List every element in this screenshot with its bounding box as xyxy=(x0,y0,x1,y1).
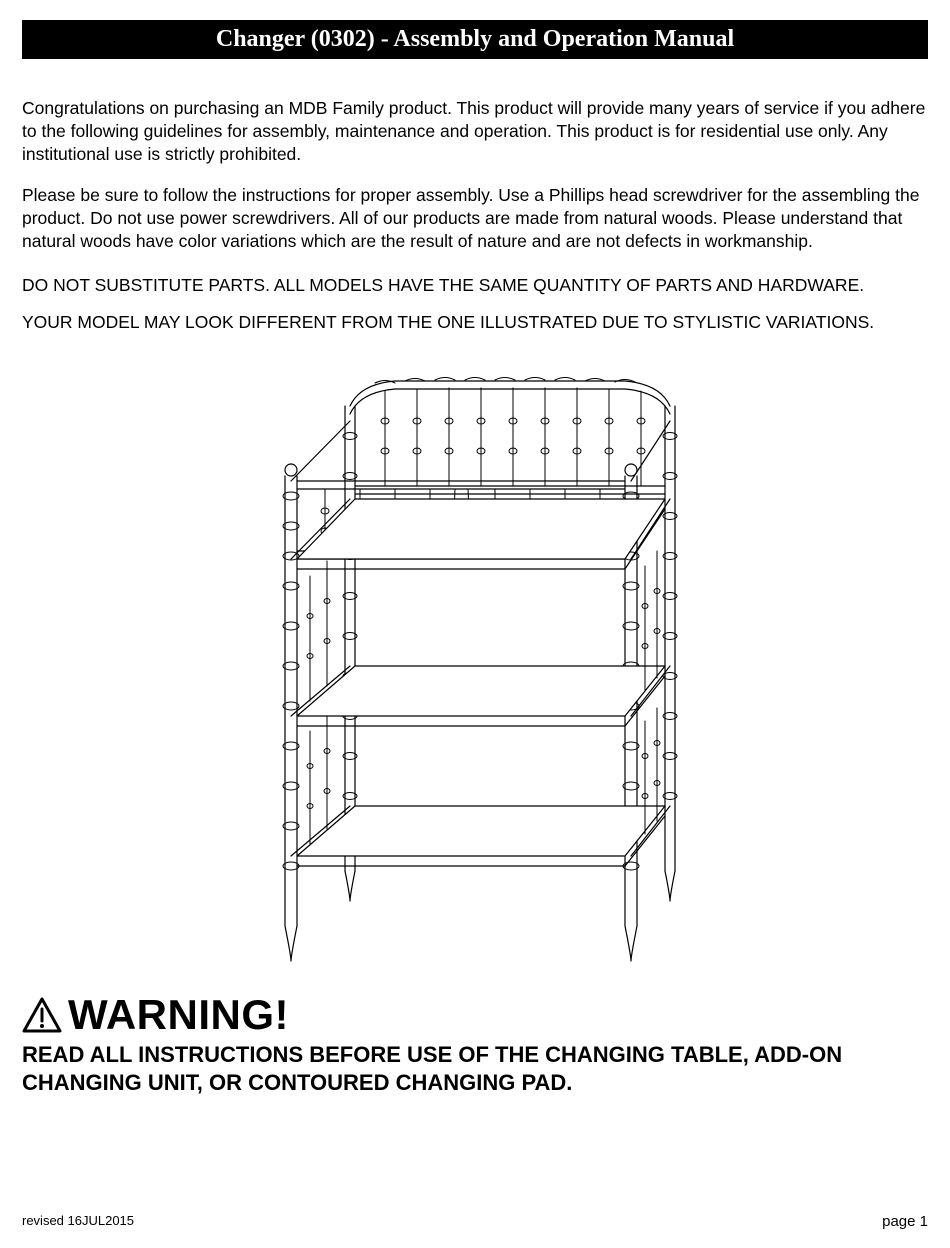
warning-body-text: READ ALL INSTRUCTIONS BEFORE USE OF THE … xyxy=(22,1041,928,1098)
warning-heading-text: WARNING! xyxy=(68,991,289,1039)
warning-heading: WARNING! xyxy=(22,991,928,1039)
caps-line-2: YOUR MODEL MAY LOOK DIFFERENT FROM THE O… xyxy=(22,309,928,336)
page-footer: revised 16JUL2015 page 1 xyxy=(22,1213,928,1230)
intro-paragraph-2: Please be sure to follow the instruction… xyxy=(22,184,928,253)
warning-block: WARNING! READ ALL INSTRUCTIONS BEFORE US… xyxy=(22,991,928,1098)
warning-triangle-icon xyxy=(22,997,62,1033)
title-bar: Changer (0302) - Assembly and Operation … xyxy=(22,20,928,59)
intro-paragraph-1: Congratulations on purchasing an MDB Fam… xyxy=(22,97,928,166)
changing-table-drawing xyxy=(195,366,755,966)
revised-date: revised 16JUL2015 xyxy=(22,1213,134,1230)
page-number: page 1 xyxy=(882,1213,928,1230)
product-illustration xyxy=(22,366,928,971)
page-title: Changer (0302) - Assembly and Operation … xyxy=(216,26,734,52)
caps-line-1: DO NOT SUBSTITUTE PARTS. ALL MODELS HAVE… xyxy=(22,272,928,299)
